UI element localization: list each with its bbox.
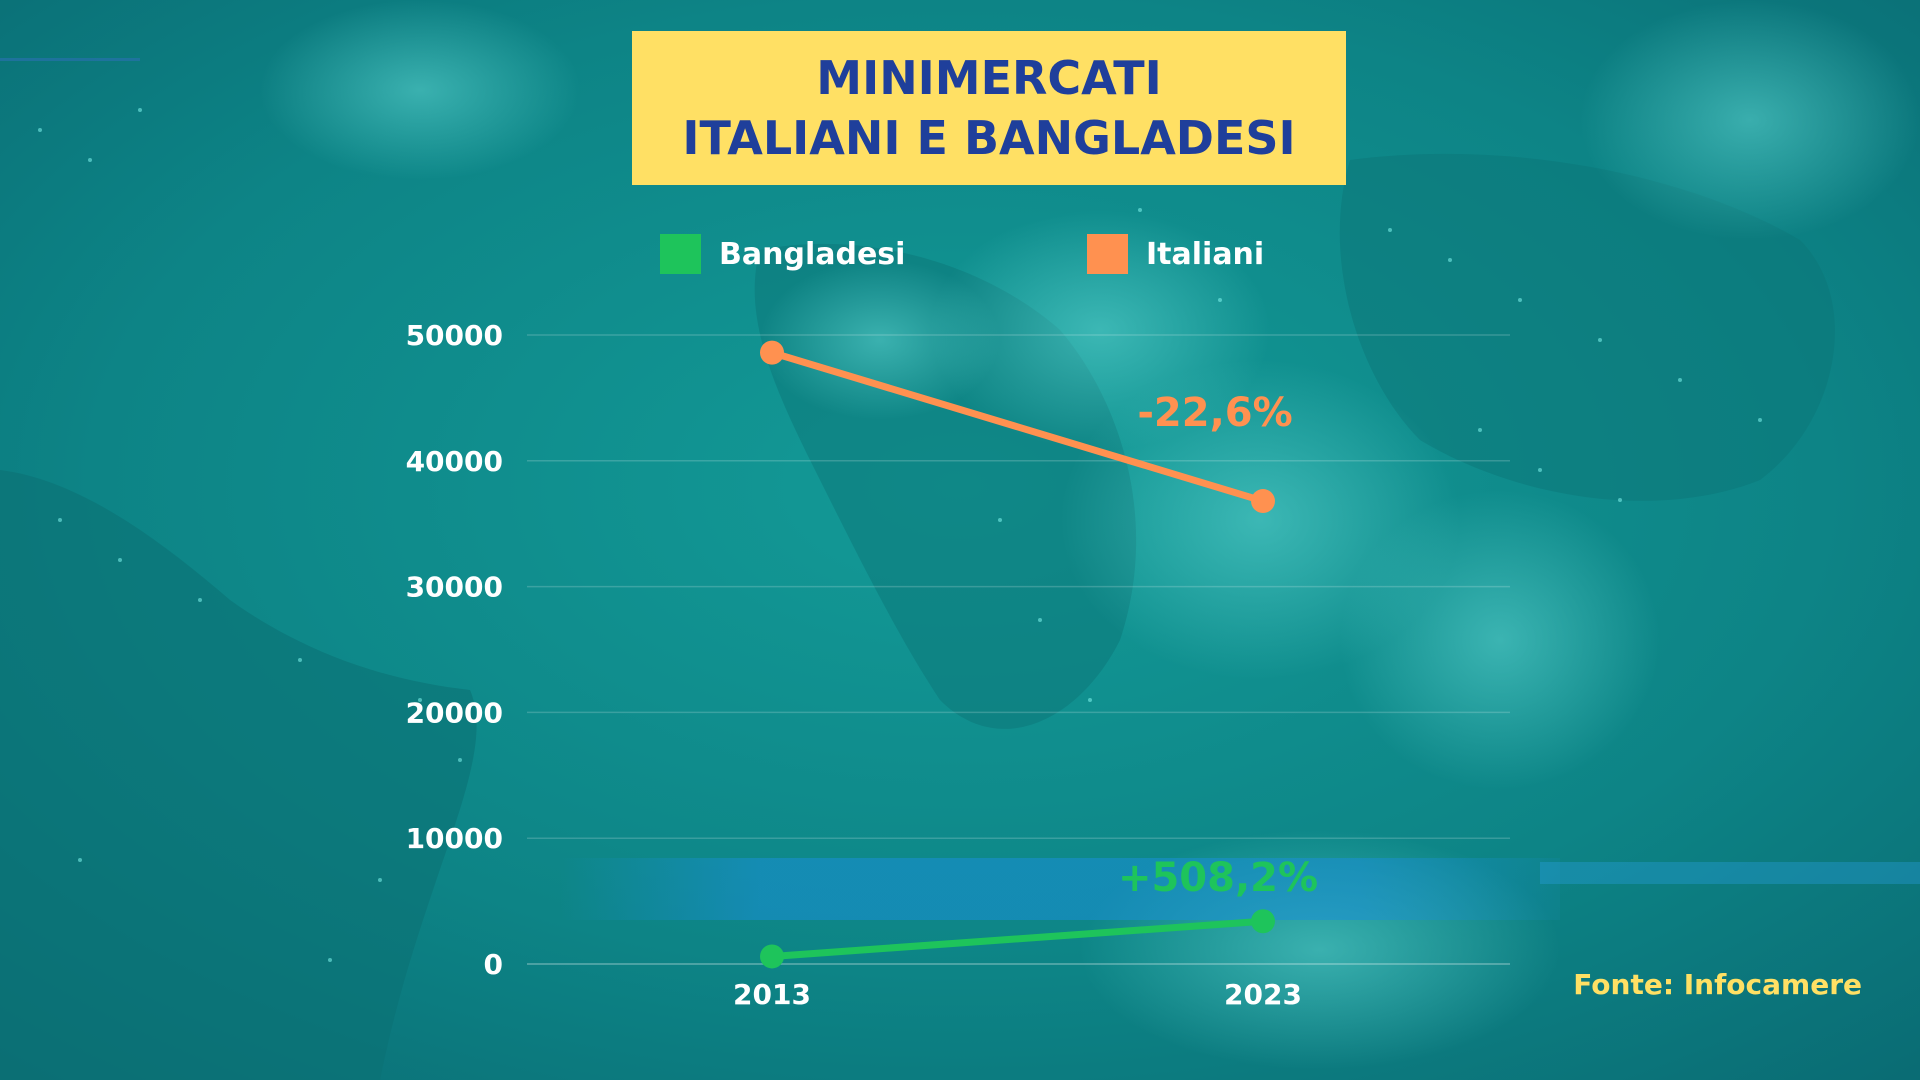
change-label-bangladesi: +508,2%	[1118, 855, 1318, 901]
data-point-italiani-2023	[1251, 489, 1275, 514]
title-box: MINIMERCATI ITALIANI E BANGLADESI	[632, 31, 1346, 185]
x-tick-label-2013: 2013	[733, 978, 811, 1011]
y-tick-label-20000: 20000	[406, 696, 503, 729]
data-point-bangladesi-2013	[760, 944, 784, 969]
legend-swatch-italiani	[1087, 234, 1128, 274]
series-line-italiani	[768, 349, 1267, 505]
y-tick-label-40000: 40000	[406, 445, 503, 478]
legend-label-bangladesi: Bangladesi	[719, 236, 906, 272]
data-point-italiani-2013	[760, 340, 784, 365]
legend-label-italiani: Italiani	[1146, 236, 1265, 272]
legend-swatch-bangladesi	[660, 234, 701, 274]
x-tick-label-2023: 2023	[1224, 978, 1302, 1011]
data-point-bangladesi-2023	[1251, 909, 1275, 934]
y-tick-label-10000: 10000	[406, 822, 503, 855]
legend-item-italiani: Italiani	[1087, 234, 1264, 274]
source-note: Fonte: Infocamere	[1573, 968, 1862, 1001]
chart-title-line-2: ITALIANI E BANGLADESI	[682, 111, 1296, 165]
change-label-italiani: -22,6%	[1137, 390, 1292, 436]
y-tick-label-50000: 50000	[406, 319, 503, 352]
chart-title-line-1: MINIMERCATI	[816, 51, 1162, 105]
legend-item-bangladesi: Bangladesi	[660, 234, 905, 274]
y-tick-label-0: 0	[484, 948, 503, 981]
y-tick-label-30000: 30000	[406, 571, 503, 604]
series-line-bangladesi	[768, 917, 1267, 960]
